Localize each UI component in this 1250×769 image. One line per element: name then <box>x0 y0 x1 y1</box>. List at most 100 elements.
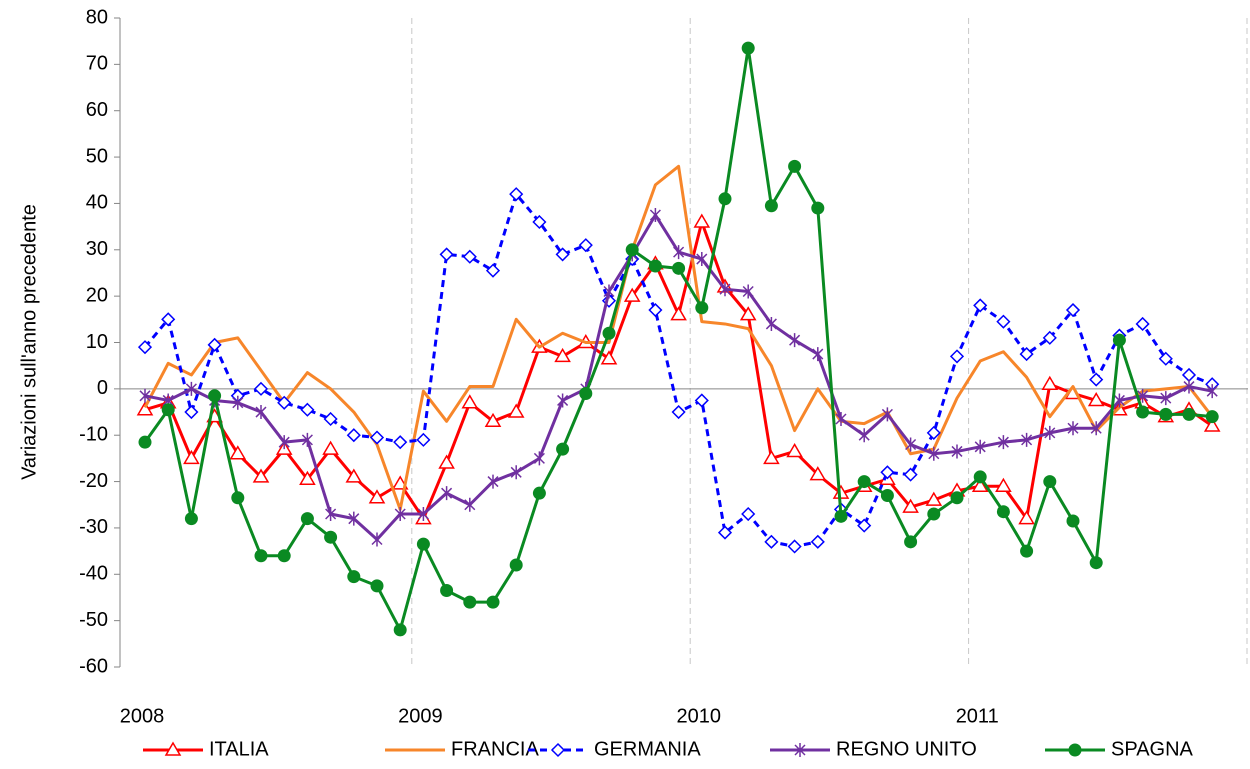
marker <box>717 525 733 540</box>
marker <box>718 192 732 206</box>
marker <box>950 491 964 505</box>
marker <box>347 570 361 584</box>
marker <box>1135 316 1150 332</box>
marker <box>510 465 522 480</box>
marker <box>1206 384 1218 399</box>
y-tick-label: 20 <box>86 284 108 306</box>
marker <box>509 558 523 572</box>
marker <box>509 187 524 202</box>
marker <box>1090 421 1102 436</box>
y-tick-label: 40 <box>86 192 108 214</box>
marker <box>1020 544 1034 558</box>
marker <box>997 435 1009 450</box>
legend-item: ITALIA <box>143 738 269 760</box>
marker <box>742 284 754 299</box>
marker <box>301 432 313 447</box>
marker <box>880 465 895 480</box>
marker <box>810 534 825 549</box>
marker <box>324 530 338 544</box>
marker <box>532 214 547 230</box>
marker <box>550 742 566 758</box>
marker <box>881 407 893 422</box>
marker <box>579 386 593 400</box>
y-axis-label: Variazioni sull'anno precedente <box>18 204 40 480</box>
marker <box>464 497 476 512</box>
marker <box>603 284 615 299</box>
marker <box>393 435 408 450</box>
marker <box>370 579 384 593</box>
marker <box>811 201 825 215</box>
y-tick-label: -40 <box>79 563 108 585</box>
marker <box>185 381 197 396</box>
marker <box>369 430 385 445</box>
marker <box>973 470 987 484</box>
marker <box>995 477 1012 492</box>
marker <box>255 405 267 420</box>
marker <box>207 337 222 352</box>
y-tick-label: -50 <box>79 609 108 631</box>
marker <box>183 449 200 465</box>
marker <box>1043 475 1057 489</box>
marker <box>648 302 663 318</box>
marker <box>928 446 940 461</box>
marker <box>486 595 500 609</box>
marker <box>416 537 430 551</box>
x-tick-label: 2008 <box>120 705 165 727</box>
marker <box>346 428 361 443</box>
marker <box>996 314 1011 329</box>
marker <box>231 491 245 505</box>
marker <box>905 437 917 452</box>
marker <box>649 208 661 223</box>
marker <box>1158 351 1173 366</box>
y-tick-label: -60 <box>79 655 108 677</box>
series <box>143 164 1214 511</box>
marker <box>789 333 801 348</box>
marker <box>786 442 803 458</box>
series <box>138 41 1219 637</box>
marker <box>765 316 777 331</box>
marker <box>323 411 338 427</box>
marker <box>533 451 545 466</box>
y-tick-label: 60 <box>86 99 108 121</box>
y-tick-label: 50 <box>86 145 108 167</box>
legend-item: REGNO UNITO <box>770 738 977 760</box>
legend-label: SPAGNA <box>1111 738 1194 760</box>
marker <box>1065 302 1081 318</box>
marker <box>532 486 546 500</box>
marker <box>971 477 989 492</box>
marker <box>1041 375 1059 390</box>
y-tick-label: -20 <box>79 470 108 492</box>
marker <box>1113 393 1125 408</box>
marker <box>441 486 453 501</box>
legend-item: SPAGNA <box>1045 738 1194 760</box>
series <box>137 187 1220 554</box>
marker <box>670 306 687 321</box>
marker <box>463 595 477 609</box>
legend-label: ITALIA <box>209 738 269 760</box>
marker <box>695 301 709 315</box>
marker <box>1044 425 1056 440</box>
marker <box>438 454 455 469</box>
marker <box>164 741 182 756</box>
y-tick-label: 0 <box>97 377 108 399</box>
marker <box>1183 379 1195 394</box>
marker <box>184 512 198 526</box>
marker <box>417 507 429 522</box>
marker <box>1066 514 1080 528</box>
marker <box>300 512 314 526</box>
marker <box>1203 417 1221 432</box>
marker <box>904 535 918 549</box>
marker <box>393 623 407 637</box>
y-tick-label: -30 <box>79 516 108 538</box>
marker <box>371 532 383 547</box>
marker <box>623 287 641 302</box>
marker <box>487 474 499 489</box>
marker <box>161 403 175 417</box>
marker <box>1019 347 1034 362</box>
marker <box>996 505 1010 519</box>
marker <box>1136 405 1150 419</box>
marker <box>137 340 153 355</box>
marker <box>1205 410 1219 424</box>
marker <box>794 743 806 757</box>
marker <box>693 213 711 228</box>
